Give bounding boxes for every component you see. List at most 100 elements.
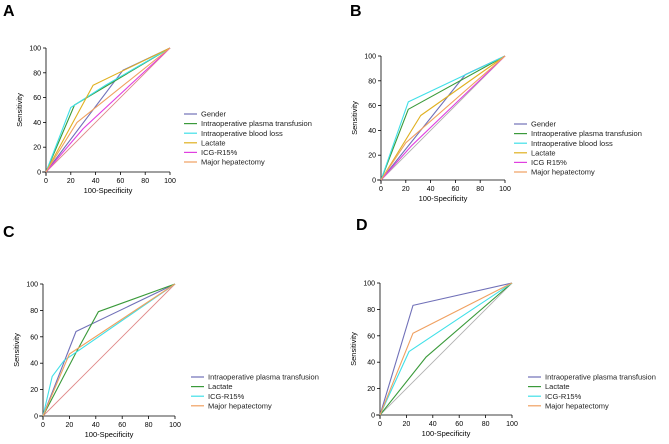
reference-diagonal-line bbox=[380, 55, 506, 181]
y-tick-label: 60 bbox=[33, 95, 41, 102]
roc-curve-2 bbox=[380, 55, 506, 181]
legend-label: Major hepatectomy bbox=[208, 401, 272, 410]
legend-label: ICG-R15% bbox=[545, 392, 582, 401]
roc-curve-3 bbox=[379, 282, 513, 416]
x-tick-label: 100 bbox=[164, 178, 176, 185]
legend-label: Intraoperative plasma transfusion bbox=[208, 373, 319, 382]
roc-curve-3 bbox=[42, 283, 176, 417]
legend: Intraoperative plasma transfusionLactate… bbox=[191, 373, 319, 410]
legend-label: ICG R15% bbox=[531, 158, 567, 167]
roc-curve-2 bbox=[379, 282, 513, 416]
legend-label: ICG-R15% bbox=[201, 148, 238, 157]
y-tick-label: 100 bbox=[363, 281, 375, 288]
y-tick-label: 20 bbox=[368, 153, 376, 160]
legend-label: Major hepatectomy bbox=[201, 158, 265, 167]
x-tick-label: 40 bbox=[427, 186, 435, 193]
x-tick-label: 100 bbox=[499, 186, 511, 193]
roc-curve-5 bbox=[380, 55, 506, 181]
legend-label: Lactate bbox=[208, 382, 233, 391]
x-tick-label: 20 bbox=[402, 186, 410, 193]
y-tick-label: 0 bbox=[34, 414, 38, 421]
legend-label: Intraoperative blood loss bbox=[201, 129, 283, 138]
y-tick-label: 40 bbox=[33, 120, 41, 127]
legend-label: Intraoperative plasma transfusion bbox=[545, 373, 656, 382]
reference-diagonal-line bbox=[45, 47, 171, 173]
y-tick-label: 0 bbox=[37, 170, 41, 177]
x-tick-label: 100 bbox=[506, 421, 518, 428]
x-tick-label: 60 bbox=[118, 422, 126, 429]
x-tick-label: 20 bbox=[403, 421, 411, 428]
x-tick-label: 20 bbox=[67, 178, 75, 185]
legend-label: Gender bbox=[201, 110, 227, 119]
y-tick-label: 60 bbox=[368, 103, 376, 110]
roc-curve-4 bbox=[380, 55, 506, 181]
roc-curve-1 bbox=[42, 283, 176, 417]
y-tick-label: 80 bbox=[33, 70, 41, 77]
panel-label: A bbox=[3, 3, 15, 20]
panel-label: D bbox=[356, 217, 368, 234]
x-tick-label: 0 bbox=[378, 421, 382, 428]
x-tick-label: 60 bbox=[455, 421, 463, 428]
x-tick-label: 60 bbox=[117, 178, 125, 185]
roc-curve-4 bbox=[42, 283, 176, 417]
legend-label: Major hepatectomy bbox=[545, 401, 609, 410]
legend-label: Gender bbox=[531, 120, 557, 129]
x-tick-label: 0 bbox=[41, 422, 45, 429]
roc-panel-a: A 0 20 40 60 80 100 0 20 40 60 80 100 100-Specificity… bbox=[3, 3, 312, 195]
x-axis-title: 100-Specificity bbox=[422, 429, 471, 438]
panel-label: C bbox=[3, 224, 15, 241]
legend-label: Intraoperative blood loss bbox=[531, 139, 613, 148]
roc-curve-3 bbox=[45, 47, 171, 173]
y-tick-label: 80 bbox=[30, 308, 38, 315]
legend-label: Intraoperative plasma transfusion bbox=[531, 129, 642, 138]
roc-panel-c: C 0 20 40 60 80 100 0 20 40 60 80 100 100-Specificity… bbox=[3, 224, 319, 439]
roc-curve-2 bbox=[42, 283, 176, 417]
reference-diagonal-line bbox=[379, 282, 513, 416]
y-tick-label: 20 bbox=[33, 145, 41, 152]
x-tick-label: 0 bbox=[44, 178, 48, 185]
x-tick-label: 80 bbox=[141, 178, 149, 185]
x-tick-label: 60 bbox=[452, 186, 460, 193]
y-tick-label: 60 bbox=[30, 334, 38, 341]
x-axis-title: 100-Specificity bbox=[84, 186, 133, 195]
y-tick-label: 80 bbox=[367, 307, 375, 314]
x-tick-label: 40 bbox=[92, 178, 100, 185]
x-tick-label: 100 bbox=[169, 422, 181, 429]
y-axis-title: Sensitivity bbox=[12, 333, 21, 367]
roc-curve-6 bbox=[380, 55, 506, 181]
x-tick-label: 0 bbox=[379, 186, 383, 193]
y-tick-label: 80 bbox=[368, 78, 376, 85]
y-tick-label: 40 bbox=[367, 360, 375, 367]
roc-curve-4 bbox=[379, 282, 513, 416]
roc-curve-4 bbox=[45, 47, 171, 173]
x-axis-title: 100-Specificity bbox=[85, 430, 134, 439]
y-tick-label: 0 bbox=[372, 178, 376, 185]
legend-label: Intraoperative plasma transfusion bbox=[201, 119, 312, 128]
y-tick-label: 40 bbox=[30, 361, 38, 368]
panel-label: B bbox=[350, 3, 362, 20]
roc-panel-d: D 0 20 40 60 80 100 0 20 40 60 80 100 100-Specificity… bbox=[349, 217, 656, 438]
y-tick-label: 20 bbox=[367, 386, 375, 393]
roc-curve-5 bbox=[45, 47, 171, 173]
y-tick-label: 100 bbox=[29, 46, 41, 53]
x-tick-label: 20 bbox=[66, 422, 74, 429]
x-tick-label: 80 bbox=[145, 422, 153, 429]
y-tick-label: 100 bbox=[364, 54, 376, 61]
y-tick-label: 60 bbox=[367, 333, 375, 340]
x-tick-label: 80 bbox=[476, 186, 484, 193]
legend-label: Lactate bbox=[201, 138, 226, 147]
legend-label: Lactate bbox=[545, 382, 570, 391]
y-axis-title: Sensitivity bbox=[349, 332, 358, 366]
x-tick-label: 80 bbox=[482, 421, 490, 428]
y-tick-label: 100 bbox=[26, 282, 38, 289]
legend-label: Lactate bbox=[531, 148, 556, 157]
reference-diagonal-line bbox=[42, 283, 176, 417]
legend-label: ICG-R15% bbox=[208, 392, 245, 401]
y-tick-label: 20 bbox=[30, 387, 38, 394]
y-axis-title: Sensitivity bbox=[350, 101, 359, 135]
roc-curve-1 bbox=[379, 282, 513, 416]
roc-curve-6 bbox=[45, 47, 171, 173]
